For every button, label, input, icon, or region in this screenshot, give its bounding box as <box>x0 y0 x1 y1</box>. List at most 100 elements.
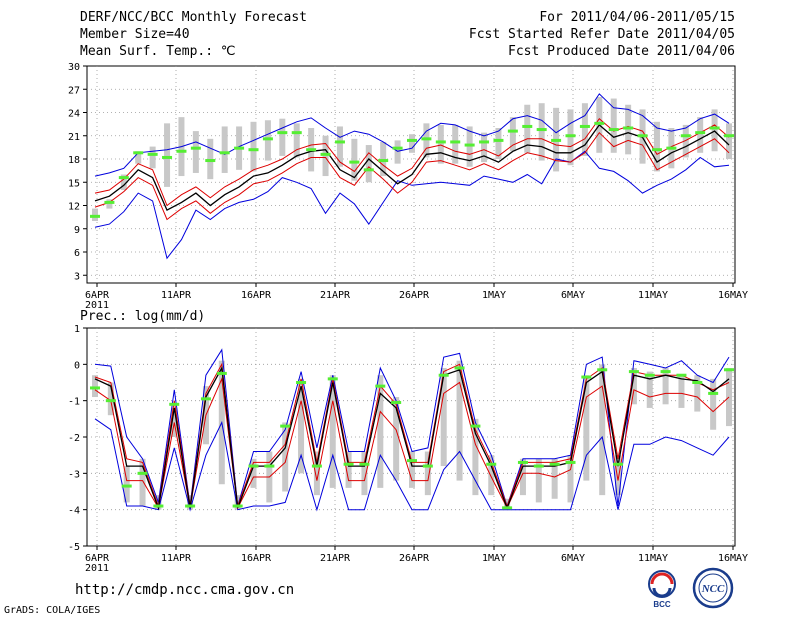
prec-obs-marker <box>216 371 227 375</box>
prec-spread-box <box>535 458 542 503</box>
temp-spread-box <box>207 138 214 180</box>
prec-spread-box <box>488 455 495 496</box>
prec-xtick-label: 6APR <box>85 553 110 564</box>
temp-spread-box <box>625 104 632 155</box>
temp-obs-marker <box>479 140 490 144</box>
prec-spread-box <box>710 378 717 430</box>
prec-xtick-label: 1MAY <box>482 553 506 564</box>
temp-obs-marker <box>407 138 417 142</box>
prec-obs-marker <box>200 397 211 401</box>
forecast-title: DERF/NCC/BCC Monthly Forecast <box>80 10 307 25</box>
prec-xtick-label: 26APR <box>399 553 430 564</box>
prec-xtick-label: 16MAY <box>718 553 748 564</box>
temp-spread-box <box>351 138 358 181</box>
temp-obs-marker <box>349 160 360 164</box>
temp-ytick-label: 9 <box>74 225 80 236</box>
temp-obs-marker <box>147 152 158 156</box>
prec-spread-box <box>298 378 305 474</box>
temp-obs-marker <box>551 138 562 142</box>
prec-spread-box <box>107 382 114 416</box>
prec-obs-marker <box>248 464 259 468</box>
temp-ytick-label: 15 <box>68 178 80 189</box>
prec-spread-box <box>123 466 130 503</box>
produced-date: Fcst Produced Date 2011/04/06 <box>508 44 735 59</box>
temp-ytick-label: 24 <box>68 109 80 120</box>
temp-xtick-label: 21APR <box>320 290 351 301</box>
prec-obs-marker <box>327 377 338 381</box>
temp-obs-marker <box>695 131 706 135</box>
prec-obs-marker <box>549 462 560 466</box>
temp-xtick-label: 26APR <box>399 290 430 301</box>
temp-spread-box <box>293 123 300 158</box>
prec-spread-box <box>393 397 400 481</box>
prec-spread-box <box>361 451 368 496</box>
prec-obs-marker <box>137 471 148 475</box>
prec-obs-marker <box>597 368 608 372</box>
temp-max-line <box>94 93 730 177</box>
temp-obs-marker <box>680 134 691 138</box>
prec-obs-marker <box>708 391 719 395</box>
temp-spread-box <box>610 98 617 153</box>
website-url[interactable]: http://cmdp.ncc.cma.gov.cn <box>75 582 295 598</box>
prec-obs-marker <box>628 370 639 374</box>
prec-obs-marker <box>153 504 164 508</box>
temp-obs-marker <box>248 148 259 152</box>
prec-spread-box <box>329 375 336 488</box>
prec-ytick-label: -3 <box>68 469 80 480</box>
temp-obs-marker <box>176 149 187 153</box>
temp-ytick-label: 12 <box>68 202 80 213</box>
prec-spread-box <box>646 371 653 408</box>
prec-xtick-label: 21APR <box>320 553 351 564</box>
ncc-logo-text: NCC <box>701 583 725 595</box>
prec-spread-box <box>313 451 320 496</box>
temp-spread-box <box>466 126 473 167</box>
temp-xtick-label: 11MAY <box>638 290 668 301</box>
temp-obs-marker <box>421 137 432 141</box>
temp-obs-marker <box>464 143 475 147</box>
temp-xtick-label: 6APR <box>85 290 110 301</box>
temp-obs-marker <box>392 146 403 150</box>
temp-ytick-label: 21 <box>68 132 80 143</box>
temp-spread-box <box>567 109 574 166</box>
prec-obs-marker <box>391 400 402 404</box>
prec-obs-marker <box>660 370 671 374</box>
prec-obs-marker <box>185 504 196 508</box>
prec-obs-marker <box>169 402 180 406</box>
prec-min-line <box>94 418 730 512</box>
prec-obs-marker <box>502 506 513 510</box>
temp-spread-box <box>221 126 228 173</box>
temp-obs-marker <box>104 200 115 204</box>
temp-spread-box <box>279 118 286 156</box>
temp-spread-box <box>509 117 516 152</box>
temp-spread-box <box>495 128 502 159</box>
prec-obs-marker <box>422 464 433 468</box>
temp-obs-marker <box>363 168 374 172</box>
prec-lower-line <box>94 377 730 510</box>
temp-obs-marker <box>205 159 216 163</box>
temp-ytick-label: 3 <box>74 271 80 282</box>
temp-obs-marker <box>334 140 345 144</box>
prec-obs-marker <box>692 381 703 384</box>
temp-obs-marker <box>133 151 144 155</box>
temp-obs-marker <box>306 148 317 152</box>
variable-label: Mean Surf. Temp.: ℃ <box>80 44 236 59</box>
temp-ytick-label: 18 <box>68 155 80 166</box>
prec-obs-marker <box>280 424 291 428</box>
prec-obs-marker <box>470 424 481 428</box>
prec-max-line <box>94 348 730 508</box>
prec-obs-marker <box>343 462 354 466</box>
prec-ytick-label: -2 <box>68 433 80 444</box>
temp-obs-marker <box>594 121 605 125</box>
prec-spread-box <box>409 451 415 488</box>
prec-obs-marker <box>121 484 132 488</box>
temp-spread-box <box>380 141 387 177</box>
temp-spread-box <box>423 123 430 158</box>
start-date: Fcst Started Refer Date 2011/04/05 <box>468 27 735 42</box>
prec-spread-box <box>662 367 669 405</box>
temp-spread-box <box>581 103 588 156</box>
temp-ytick-label: 30 <box>68 62 80 73</box>
prec-obs-marker <box>581 375 592 379</box>
temp-obs-marker <box>162 155 173 159</box>
temp-spread-box <box>697 117 704 153</box>
